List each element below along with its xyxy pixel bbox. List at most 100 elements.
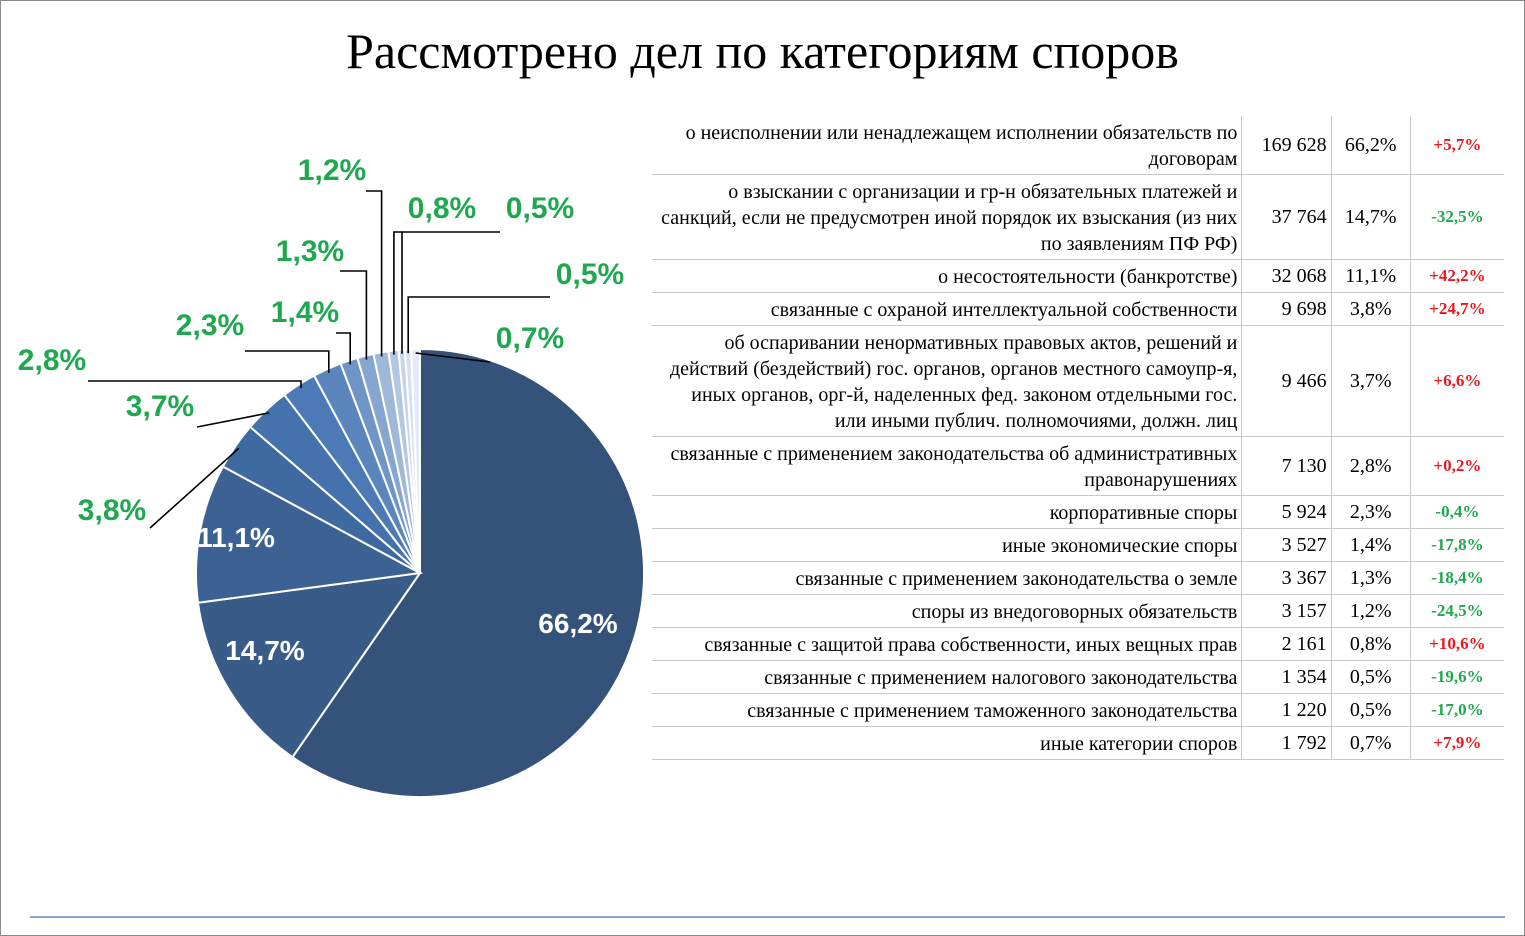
category-name: иные категории споров xyxy=(652,726,1242,760)
change-percent: -17,8% xyxy=(1409,528,1504,562)
case-count: 7 130 xyxy=(1241,436,1332,496)
change-percent: +24,7% xyxy=(1409,292,1504,326)
case-share: 0,7% xyxy=(1330,726,1411,760)
category-name: о взыскании с организации и гр-н обязате… xyxy=(652,174,1242,260)
slice-label-outside: 1,4% xyxy=(271,296,339,329)
leader-line xyxy=(149,447,240,529)
table-row: иные экономические споры 3 527 1,4% -17,8% xyxy=(652,528,1504,562)
change-percent: -18,4% xyxy=(1409,561,1504,595)
case-count: 9 466 xyxy=(1241,325,1332,437)
leader-line xyxy=(245,350,330,373)
change-percent: +10,6% xyxy=(1409,627,1504,661)
case-count: 3 527 xyxy=(1241,528,1332,562)
category-name: связанные с защитой права собственности,… xyxy=(652,627,1242,661)
category-name: связанные с применением законодательства… xyxy=(652,436,1242,496)
change-percent: +5,7% xyxy=(1409,116,1504,175)
table-row: связанные с охраной интеллектуальной соб… xyxy=(652,292,1504,326)
slice-label-outside: 2,8% xyxy=(18,344,86,377)
leader-line xyxy=(407,296,550,354)
case-count: 37 764 xyxy=(1241,174,1332,260)
case-count: 1 792 xyxy=(1241,726,1332,760)
slice-label-outside: 2,3% xyxy=(176,309,244,342)
category-name: о несостоятельности (банкротстве) xyxy=(652,259,1242,293)
slice-label-inside: 11,1% xyxy=(197,522,275,553)
slice-label-inside: 66,2% xyxy=(538,608,617,639)
case-share: 1,2% xyxy=(1330,594,1411,628)
leader-line xyxy=(401,231,500,354)
case-share: 0,8% xyxy=(1330,627,1411,661)
pie-slice xyxy=(291,347,645,798)
table-row: о взыскании с организации и гр-н обязате… xyxy=(652,174,1504,260)
slice-label-outside: 1,2% xyxy=(298,154,366,187)
case-share: 3,8% xyxy=(1330,292,1411,326)
change-percent: -32,5% xyxy=(1409,174,1504,260)
categories-table-body: о неисполнении или ненадлежащем исполнен… xyxy=(652,116,1504,760)
pie-slice xyxy=(196,571,423,759)
table-row: о неисполнении или ненадлежащем исполнен… xyxy=(652,116,1504,175)
case-share: 14,7% xyxy=(1330,174,1411,260)
change-percent: -17,0% xyxy=(1409,693,1504,727)
slice-label-outside: 3,7% xyxy=(126,390,194,423)
table-row: о несостоятельности (банкротстве) 32 068 1… xyxy=(652,259,1504,293)
case-share: 11,1% xyxy=(1330,259,1411,293)
case-count: 1 220 xyxy=(1241,693,1332,727)
case-share: 1,3% xyxy=(1330,561,1411,595)
categories-table: о неисполнении или ненадлежащем исполнен… xyxy=(652,116,1504,760)
case-share: 2,3% xyxy=(1330,495,1411,529)
table-row: иные категории споров 1 792 0,7% +7,9% xyxy=(652,726,1504,760)
pie-slice xyxy=(410,347,421,574)
case-count: 9 698 xyxy=(1241,292,1332,326)
change-percent: -19,6% xyxy=(1409,660,1504,694)
slice-label-outside: 0,7% xyxy=(496,322,564,355)
table-row: связанные с применением таможенного зако… xyxy=(652,693,1504,727)
change-percent: -24,5% xyxy=(1409,594,1504,628)
category-name: связанные с применением налогового закон… xyxy=(652,660,1242,694)
slice-label-outside: 0,5% xyxy=(556,258,624,291)
case-count: 3 367 xyxy=(1241,561,1332,595)
category-name: о неисполнении или ненадлежащем исполнен… xyxy=(652,116,1242,175)
table-row: споры из внедоговорных обязательств 3 157… xyxy=(652,594,1504,628)
leader-line xyxy=(340,270,368,360)
slice-label-outside: 3,8% xyxy=(78,494,146,527)
case-share: 1,4% xyxy=(1330,528,1411,562)
case-share: 2,8% xyxy=(1330,436,1411,496)
case-count: 1 354 xyxy=(1241,660,1332,694)
change-percent: +0,2% xyxy=(1409,436,1504,496)
leader-line xyxy=(336,332,352,365)
case-count: 169 628 xyxy=(1241,116,1332,175)
leader-line xyxy=(393,231,402,355)
slice-label-outside: 0,8% xyxy=(408,192,476,225)
case-count: 5 924 xyxy=(1241,495,1332,529)
case-share: 0,5% xyxy=(1330,660,1411,694)
change-percent: -0,4% xyxy=(1409,495,1504,529)
category-name: связанные с применением таможенного зако… xyxy=(652,693,1242,727)
category-name: об оспаривании ненормативных правовых ак… xyxy=(652,325,1242,437)
table-row: связанные с применением налогового закон… xyxy=(652,660,1504,694)
table-row: об оспаривании ненормативных правовых ак… xyxy=(652,325,1504,437)
category-name: корпоративные споры xyxy=(652,495,1242,529)
table-row: связанные с применением законодательства… xyxy=(652,561,1504,595)
category-name: иные экономические споры xyxy=(652,528,1242,562)
slice-label-inside: 14,7% xyxy=(225,635,304,666)
bottom-divider xyxy=(30,916,1505,918)
case-share: 66,2% xyxy=(1330,116,1411,175)
slice-label-outside: 1,3% xyxy=(276,235,344,268)
table-row: корпоративные споры 5 924 2,3% -0,4% xyxy=(652,495,1504,529)
page-title: Рассмотрено дел по категориям споров xyxy=(346,23,1179,79)
category-name: споры из внедоговорных обязательств xyxy=(652,594,1242,628)
case-count: 2 161 xyxy=(1241,627,1332,661)
leader-line xyxy=(366,190,383,357)
category-name: связанные с применением законодательства… xyxy=(652,561,1242,595)
case-count: 3 157 xyxy=(1241,594,1332,628)
pie-slice xyxy=(195,465,424,604)
leader-line xyxy=(88,380,302,388)
slice-label-outside: 0,5% xyxy=(506,192,574,225)
leader-line xyxy=(196,412,270,428)
leader-line xyxy=(415,352,491,363)
category-name: связанные с охраной интеллектуальной соб… xyxy=(652,292,1242,326)
change-percent: +7,9% xyxy=(1409,726,1504,760)
change-percent: +6,6% xyxy=(1409,325,1504,437)
case-count: 32 068 xyxy=(1241,259,1332,293)
table-row: связанные с защитой права собственности,… xyxy=(652,627,1504,661)
